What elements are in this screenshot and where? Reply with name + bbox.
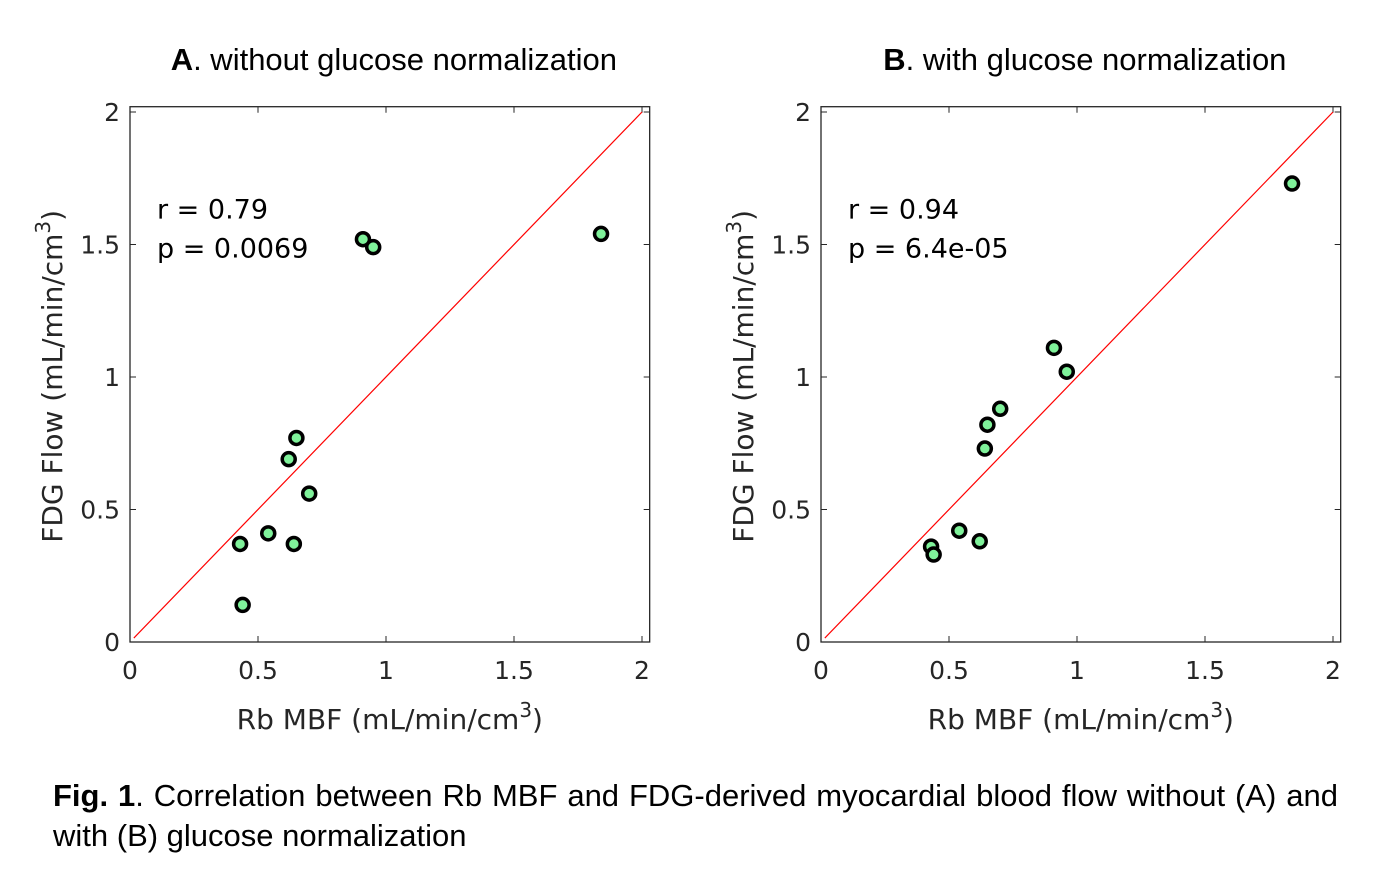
x-tick-label: 0 [122, 656, 138, 685]
figure-caption: Fig. 1. Correlation between Rb MBF and F… [53, 776, 1338, 856]
data-point [300, 485, 318, 502]
y-tick-label: 2 [795, 98, 811, 127]
p-value-annotation: p = 6.4e-05 [848, 234, 1009, 265]
data-point [354, 230, 372, 248]
x-tick-label: 1 [378, 656, 394, 685]
data-point [285, 535, 303, 553]
caption-text: . Correlation between Rb MBF and FDG-der… [53, 778, 1338, 853]
y-tick-label: 1.5 [80, 231, 120, 260]
r-value-annotation: r = 0.79 [157, 195, 268, 226]
y-tick-label: 0 [795, 628, 811, 657]
data-point [971, 533, 988, 550]
data-point [950, 522, 968, 539]
data-point [364, 238, 382, 256]
data-point [259, 525, 277, 542]
panel-b: 0 0.5 1 1.5 2 0 0.5 1 1.5 2 r = 0.94 p = 6.4e-05 B. … [722, 42, 1342, 736]
data-point [1045, 339, 1063, 357]
x-axis-label: Rb MBF (mL/min/cm3) [928, 698, 1234, 736]
data-point [991, 400, 1009, 418]
p-value-annotation: p = 0.0069 [157, 234, 308, 265]
x-tick-label: 1.5 [494, 656, 534, 685]
caption-label: Fig. 1 [53, 778, 136, 813]
x-tick-label: 1.5 [1185, 656, 1225, 685]
panel-a: 0 0.5 1 1.5 2 0 0.5 1 1.5 2 r = 0.79 p = 0.0069 A. w… [31, 42, 651, 736]
data-point [592, 225, 610, 243]
panel-title: B. with glucose normalization [883, 42, 1286, 77]
y-tick-label: 0.5 [771, 496, 811, 525]
identity-line [824, 111, 1334, 639]
panel-title: A. without glucose normalization [171, 42, 617, 77]
data-point [979, 416, 996, 433]
y-tick-label: 0.5 [80, 496, 120, 525]
x-tick-label: 2 [1325, 656, 1341, 685]
data-point [925, 546, 942, 563]
x-tick-label: 0.5 [238, 656, 278, 685]
identity-line [133, 111, 643, 639]
data-point [288, 429, 305, 447]
data-point [1058, 363, 1076, 380]
y-tick-label: 0 [104, 628, 120, 657]
data-point [976, 440, 994, 457]
y-tick-label: 1 [104, 363, 120, 392]
y-axis-label: FDG Flow (mL/min/cm3) [722, 210, 760, 543]
y-tick-label: 2 [104, 98, 120, 127]
x-tick-label: 0 [813, 656, 829, 685]
data-point [280, 450, 297, 468]
y-axis-label: FDG Flow (mL/min/cm3) [31, 210, 69, 543]
y-tick-label: 1 [795, 363, 811, 392]
data-point [234, 596, 251, 614]
x-tick-label: 0.5 [929, 656, 969, 685]
y-tick-label: 1.5 [771, 231, 811, 260]
data-point [1283, 175, 1301, 192]
data-point [231, 535, 249, 553]
x-axis-label: Rb MBF (mL/min/cm3) [237, 698, 543, 736]
x-tick-label: 2 [634, 656, 650, 685]
r-value-annotation: r = 0.94 [848, 195, 959, 226]
x-tick-label: 1 [1069, 656, 1085, 685]
